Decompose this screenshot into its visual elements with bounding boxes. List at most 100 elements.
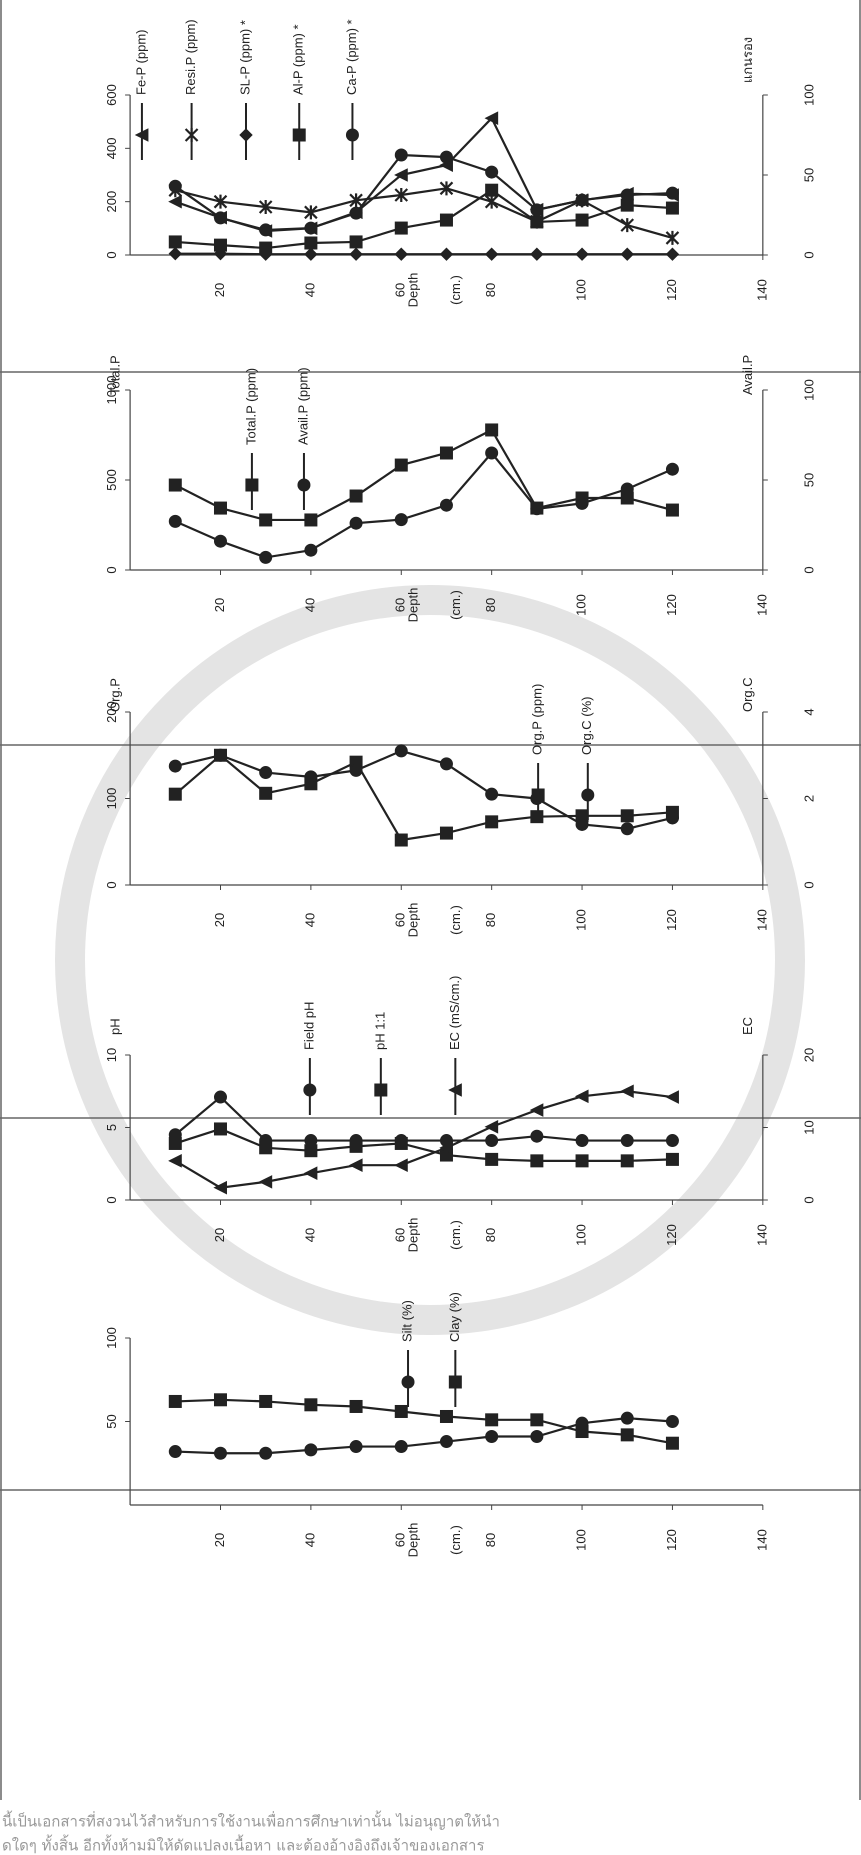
marker <box>259 550 273 564</box>
x-tick-label: 20 <box>212 913 227 927</box>
marker <box>213 1393 227 1407</box>
marker <box>620 822 634 836</box>
series-line <box>174 451 673 559</box>
series-line <box>175 188 673 250</box>
marker <box>485 1134 499 1148</box>
marker <box>259 786 273 800</box>
x-axis-unit: (cm.) <box>448 590 463 620</box>
marker <box>258 1175 273 1189</box>
marker <box>303 1166 318 1180</box>
y2-axis-label: Avail.P <box>740 355 755 395</box>
y-axis-label: Total.P <box>107 355 122 395</box>
marker <box>485 423 499 437</box>
y-tick-label: 5 <box>104 1124 119 1131</box>
marker <box>168 759 182 773</box>
marker <box>213 238 227 252</box>
series-line <box>174 1095 673 1142</box>
y-axis-label: pH <box>107 1018 122 1035</box>
marker <box>349 206 363 220</box>
marker <box>439 1435 453 1449</box>
x-tick-label: 40 <box>302 598 317 612</box>
marker <box>394 221 408 235</box>
marker <box>304 543 318 557</box>
marker <box>665 1152 679 1166</box>
x-axis-unit: (cm.) <box>448 905 463 935</box>
marker <box>394 744 408 758</box>
marker <box>213 501 227 515</box>
marker <box>304 770 318 784</box>
series-line <box>174 153 673 232</box>
marker <box>439 150 453 164</box>
marker <box>439 446 453 460</box>
legend-marker <box>134 128 149 142</box>
y-tick-label: 200 <box>104 191 119 213</box>
series-line <box>174 1090 673 1189</box>
marker <box>620 1134 634 1148</box>
marker <box>168 1445 182 1459</box>
marker <box>394 247 408 261</box>
marker <box>394 513 408 527</box>
x-tick-label: 20 <box>212 283 227 297</box>
marker <box>304 1443 318 1457</box>
marker <box>168 787 182 801</box>
x-tick-label: 120 <box>664 909 679 931</box>
legend-label: Fe-P (ppm) <box>133 30 148 96</box>
x-tick-label: 80 <box>483 283 498 297</box>
legend-label: Avail.P (ppm) <box>295 367 310 445</box>
marker <box>348 1158 363 1173</box>
marker <box>439 498 453 512</box>
y2-axis-label: EC <box>740 1017 755 1035</box>
marker <box>168 1136 182 1150</box>
x-tick-label: 140 <box>754 1529 769 1551</box>
x-tick-label: 120 <box>664 1529 679 1551</box>
x-tick-label: 140 <box>754 909 769 931</box>
legend-label: Silt (%) <box>399 1300 414 1342</box>
x-tick-label: 100 <box>573 1529 588 1551</box>
marker <box>213 211 227 225</box>
legend-label: Resi.P (ppm) <box>183 19 198 95</box>
marker <box>574 1089 589 1104</box>
x-tick-label: 40 <box>302 913 317 927</box>
legend-marker <box>345 128 359 142</box>
marker <box>665 1436 679 1450</box>
y-tick-label: 0 <box>104 881 119 888</box>
marker <box>665 462 679 476</box>
marker <box>168 235 182 249</box>
y2-tick-label: 0 <box>802 1196 817 1203</box>
marker <box>485 183 499 197</box>
y-tick-label: 50 <box>104 1414 119 1428</box>
legend-marker <box>581 788 595 802</box>
marker <box>394 458 408 472</box>
watermark-seal <box>55 585 805 1335</box>
legend-marker <box>448 1083 462 1097</box>
marker <box>259 1141 273 1155</box>
marker <box>213 1090 227 1104</box>
marker <box>484 111 499 126</box>
x-tick-label: 120 <box>664 594 679 616</box>
marker <box>485 1413 499 1427</box>
marker <box>529 1103 544 1117</box>
marker <box>485 1152 499 1166</box>
marker <box>665 811 679 825</box>
y-axis-label: Org.P <box>107 678 122 712</box>
x-tick-label: 140 <box>754 1224 769 1246</box>
x-axis-unit: (cm.) <box>448 1525 463 1555</box>
marker <box>213 748 227 762</box>
y-tick-label: 400 <box>104 137 119 159</box>
y2-tick-label: 2 <box>802 795 817 802</box>
marker <box>304 205 318 220</box>
marker <box>575 193 589 207</box>
y2-axis-label: แกนรอง <box>740 37 755 83</box>
marker <box>304 1144 318 1158</box>
legend-marker <box>401 1375 415 1389</box>
x-tick-label: 80 <box>483 913 498 927</box>
marker <box>530 1430 544 1444</box>
marker <box>620 188 634 202</box>
marker <box>213 1180 227 1195</box>
legend-marker <box>297 478 311 492</box>
marker <box>394 1136 408 1150</box>
series-line <box>175 1417 673 1455</box>
series-line <box>175 187 673 239</box>
marker <box>168 1154 182 1168</box>
